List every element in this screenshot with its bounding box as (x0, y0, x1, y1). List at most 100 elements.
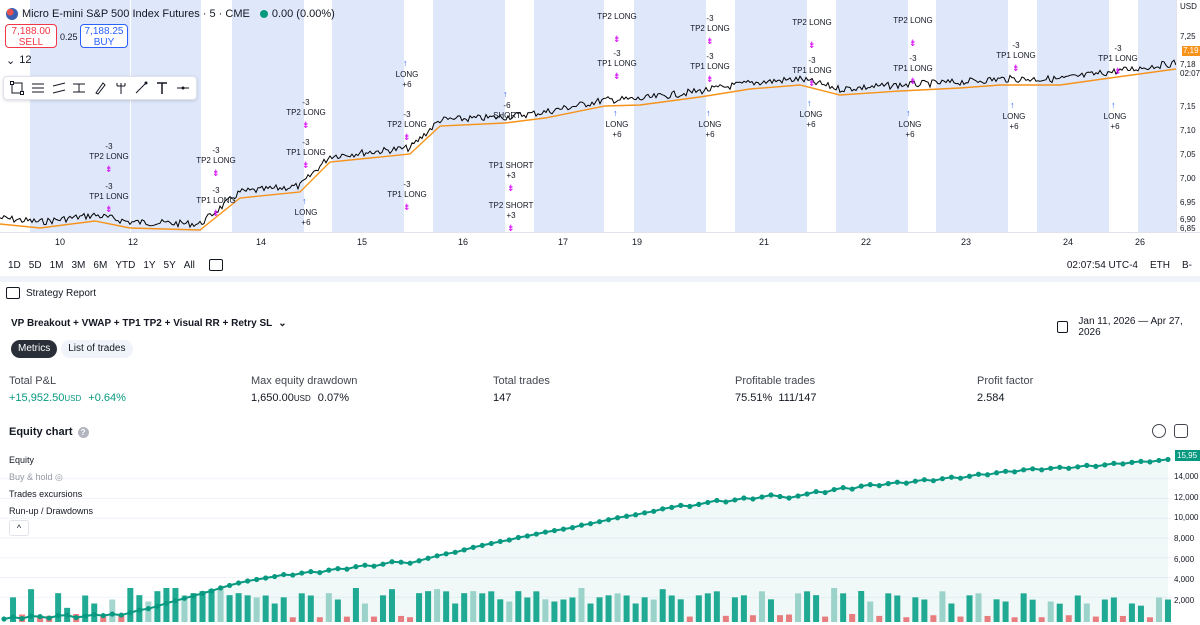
drawdown-percent: 0.07% (317, 392, 349, 404)
range-3m-button[interactable]: 3M (71, 259, 86, 271)
collapse-legend-button[interactable]: ^ (9, 520, 29, 536)
range-1m-button[interactable]: 1M (49, 259, 64, 271)
eye-off-icon[interactable]: ◎ (55, 472, 63, 482)
settings-icon[interactable] (1152, 424, 1166, 438)
report-title[interactable]: Strategy Report (26, 287, 97, 299)
clock-time[interactable]: 02:07:54 UTC-4 (1066, 260, 1138, 271)
legend-runup-drawdowns[interactable]: Run-up / Drawdowns (9, 506, 94, 516)
price-tick: 7,15 (1180, 102, 1196, 111)
pitchfork-icon[interactable] (113, 79, 128, 97)
exit-marker-icon: ⇟ (613, 71, 621, 81)
equity-point (1030, 466, 1036, 472)
profitable-percent: 75.51% (735, 392, 773, 404)
metric-total-trades: Total trades 147 (493, 375, 550, 404)
range-all-button[interactable]: All (183, 259, 195, 271)
range-5y-button[interactable]: 5Y (163, 259, 176, 271)
trade-bar (912, 597, 919, 622)
more-tools-icon[interactable] (175, 79, 190, 97)
equity-point (335, 566, 341, 572)
equity-point (272, 573, 278, 580)
interval-selector[interactable]: ⌄ 12 (6, 54, 31, 67)
adjust-toggle[interactable]: B- (1182, 260, 1192, 271)
trade-bar (109, 599, 116, 622)
equity-point (786, 495, 792, 501)
equity-point (154, 603, 160, 609)
exit-marker-icon: ⇟ (1012, 63, 1020, 73)
trade-bar (334, 599, 341, 622)
legend-buy-hold[interactable]: Buy & hold ◎ (9, 469, 93, 486)
equity-point (73, 614, 79, 621)
equity-point (299, 570, 305, 576)
session-toggle[interactable]: ETH (1150, 260, 1170, 271)
trade-bar (1119, 615, 1126, 622)
text-tool-icon[interactable] (155, 79, 170, 97)
price-tick: 6,95 (1180, 198, 1196, 207)
go-to-date-icon[interactable] (208, 259, 223, 271)
trade-bar (921, 599, 928, 622)
time-tick: 22 (860, 237, 872, 247)
panel-divider[interactable] (0, 276, 1200, 282)
fib-retracement-icon[interactable] (31, 79, 46, 97)
equity-point (506, 537, 512, 543)
help-icon[interactable]: ? (77, 426, 89, 438)
price-change: 0.00 (0.00%) (271, 8, 335, 20)
calendar-icon (1057, 321, 1069, 333)
trade-label: LONG +6 (1002, 112, 1026, 131)
trade-bar (253, 597, 260, 622)
metric-value: 147 (493, 392, 512, 404)
tab-metrics[interactable]: Metrics (11, 340, 58, 358)
price-axis[interactable]: USD 7,25 7,18 02:07 7,15 7,10 7,05 7,00 … (1176, 0, 1200, 232)
exit-marker-icon: ⇟ (212, 208, 220, 218)
trade-bar (1128, 603, 1135, 622)
range-1d-button[interactable]: 1D (8, 259, 21, 271)
current-price-tag: 7,19 (1182, 46, 1200, 56)
equity-point (109, 611, 115, 617)
range-6m-button[interactable]: 6M (93, 259, 108, 271)
range-5d-button[interactable]: 5D (28, 259, 42, 271)
range-1y-button[interactable]: 1Y (143, 259, 156, 271)
trade-bar (903, 617, 910, 622)
equity-point (605, 517, 612, 523)
trade-bar (813, 595, 820, 622)
time-tick: 16 (457, 237, 469, 247)
measure-icon[interactable] (72, 79, 87, 97)
equity-point (46, 615, 52, 621)
date-range[interactable]: Jan 11, 2026 — Apr 27, 2026 (1057, 316, 1200, 338)
trade-bar (235, 593, 242, 622)
time-axis[interactable]: 10 12 14 15 16 17 19 21 22 23 24 26 (0, 232, 1200, 250)
trade-bar (181, 595, 188, 622)
price-tick: 7,00 (1180, 174, 1196, 183)
trade-bar (325, 593, 332, 622)
equity-point (975, 471, 982, 477)
tab-list-of-trades[interactable]: List of trades (61, 340, 133, 358)
symbol-title[interactable]: Micro E-mini S&P 500 Index Futures · 5 ·… (22, 8, 250, 20)
entry-arrow-icon: ↑ (906, 108, 911, 118)
strategy-selector[interactable]: VP Breakout + VWAP + TP1 TP2 + Visual RR… (11, 318, 287, 329)
rectangle-tool-icon[interactable] (10, 79, 25, 97)
ruler-icon[interactable] (134, 79, 149, 97)
interval-value: 12 (19, 54, 32, 66)
legend-equity[interactable]: Equity (9, 455, 35, 465)
buy-button[interactable]: 7,188.25 BUY (80, 24, 128, 48)
brush-icon[interactable] (93, 79, 108, 97)
equity-point (515, 534, 521, 541)
price-chart[interactable]: -3 TP2 LONG ⇟ -3 TP1 LONG ⇟ -3 TP2 LONG ⇟ -3 T… (0, 0, 1200, 232)
equity-point (795, 493, 801, 499)
equity-point (939, 476, 946, 482)
trade-bar (443, 591, 450, 622)
trade-bar (145, 601, 152, 622)
trade-bar (1029, 599, 1036, 622)
trade-bar (515, 591, 522, 622)
sell-button[interactable]: 7,188.00 SELL (5, 24, 57, 48)
camera-icon[interactable] (1174, 424, 1188, 438)
range-ytd-button[interactable]: YTD (115, 259, 136, 271)
equity-chart[interactable] (0, 446, 1172, 625)
parallel-channel-icon[interactable] (51, 79, 66, 97)
trade-bar (641, 597, 648, 622)
exit-marker-icon: ⇟ (909, 76, 917, 86)
metric-label: Total P&L (9, 375, 57, 387)
metric-label: Profit factor (977, 375, 1034, 387)
legend-trades-excursions[interactable]: Trades excursions (9, 489, 83, 499)
trade-bar (425, 591, 432, 622)
equity-point (362, 562, 368, 568)
